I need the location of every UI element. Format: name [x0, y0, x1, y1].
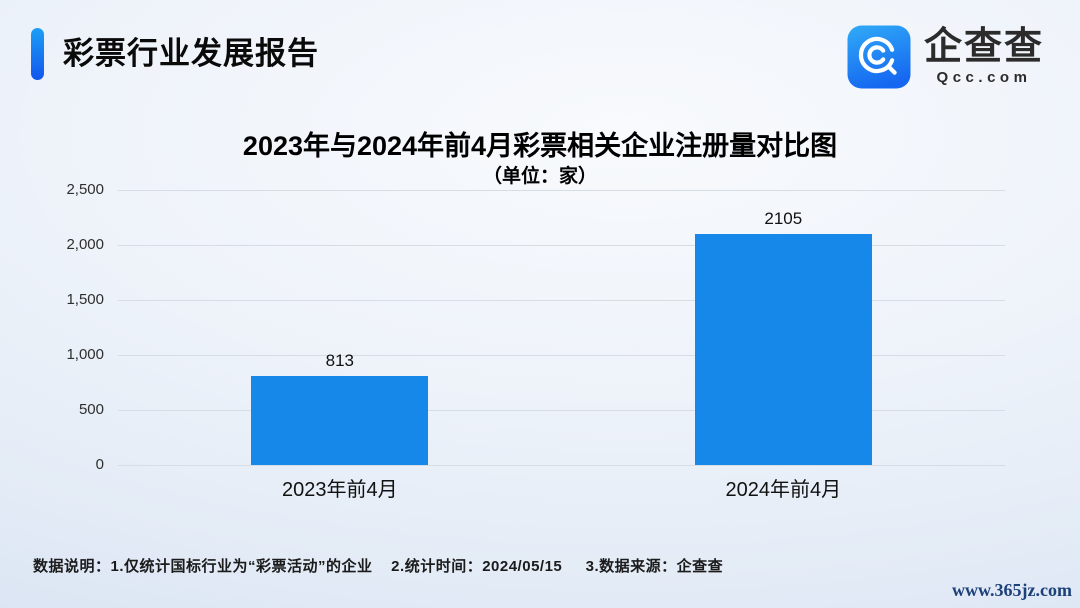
chart-title: 2023年与2024年前4月彩票相关企业注册量对比图: [242, 131, 838, 161]
gridline: [118, 245, 1005, 246]
chart-bar: [251, 375, 429, 465]
x-axis-category-label: 2023年前4月: [281, 479, 398, 501]
gridline: [118, 465, 1005, 466]
x-axis-category-label: 2024年前4月: [725, 479, 842, 501]
data-source-note: 数据说明：1.仅统计国标行业为“彩票活动”的企业 2.统计时间：2024/05/…: [33, 558, 724, 575]
qcc-logo: 企查查 Qcc.com: [847, 25, 1044, 89]
gridline: [118, 300, 1005, 301]
bar-value-label: 2105: [764, 208, 803, 228]
qcc-logo-domain: Qcc.com: [936, 69, 1032, 87]
y-axis-tick-label: 2,500: [66, 181, 104, 198]
y-axis-tick-label: 2,000: [66, 236, 104, 253]
qcc-logo-name: 企查查: [923, 25, 1044, 68]
qcc-magnifier-icon: [847, 25, 911, 89]
qcc-logo-text: 企查查 Qcc.com: [923, 25, 1044, 87]
site-watermark: www.365jz.com: [952, 580, 1072, 600]
chart-bar: [694, 233, 872, 465]
y-axis-tick-label: 1,000: [66, 346, 104, 363]
y-axis-tick-label: 500: [78, 401, 104, 418]
title-accent-bar: [31, 28, 44, 80]
y-axis-tick-label: 0: [95, 456, 104, 473]
report-title: 彩票行业发展报告: [63, 36, 319, 71]
bar-value-label: 813: [325, 350, 354, 370]
chart-unit-subtitle: （单位：家）: [482, 166, 597, 187]
y-axis-tick-label: 1,500: [66, 291, 104, 308]
gridline: [118, 410, 1005, 411]
gridline: [118, 355, 1005, 356]
gridline: [118, 190, 1005, 191]
